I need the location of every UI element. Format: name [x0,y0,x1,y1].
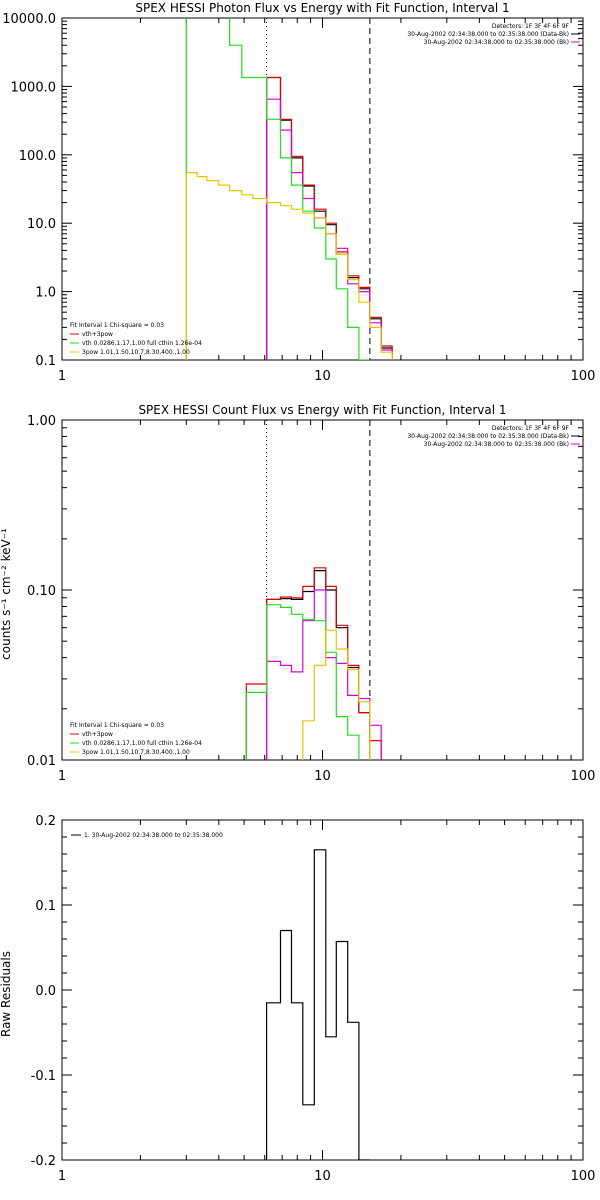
y-axis-label: counts s⁻¹ cm⁻² keV⁻¹ [0,528,13,660]
y-tick-label: 10.0 [27,217,56,232]
series-line-3 [266,589,382,760]
y-tick-label: -0.1 [31,1069,56,1084]
y-tick-label: 0.1 [35,899,56,914]
bottom-legend-text: Fit Interval 1 Chi-square = 0.03 [70,322,164,329]
bottom-legend-text: vth+3pow [82,331,113,338]
x-tick-label: 1 [58,369,66,384]
series-line-2 [266,76,393,360]
series-line-4 [185,18,370,360]
residual-legend-text: 1. 30-Aug-2002 02:34:38.000 to 02:35:38.… [84,832,223,839]
bottom-legend-text: vth 0.0286,1.17,1.00 full cthin 1.26e-04 [82,340,202,347]
x-tick-label: 10 [314,369,331,384]
x-tick-label: 10 [314,1169,331,1184]
x-tick-label: 1 [58,1169,66,1184]
x-tick-label: 100 [571,769,596,784]
series-line-3 [266,98,393,360]
y-tick-label: 1000.0 [11,80,57,95]
series-line-1 [266,76,393,360]
series-line-1 [266,849,370,1160]
y-axis-label: Raw Residuals [0,951,13,1037]
x-tick-label: 10 [314,769,331,784]
chart-panel-1: SPEX HESSI Photon Flux vs Energy with Fi… [2,1,596,384]
bottom-legend-text: vth 0.0286,1.17,1.00 full cthin 1.26e-04 [82,740,202,747]
bottom-legend-text: 3pow 1.01,1.50,10.7,8.30,400.,1.00 [82,749,190,756]
top-legend-text: 30-Aug-2002 02:34:38.000 to 02:35:38.000… [407,433,569,440]
y-tick-label: 0.10 [27,584,56,599]
axis-frame [61,819,584,1161]
bottom-legend-text: Fit Interval 1 Chi-square = 0.03 [70,722,164,729]
series-line-2 [245,567,382,760]
y-tick-label: 0.01 [27,754,56,769]
top-legend-text: 30-Aug-2002 02:34:38.000 to 02:35:38.000… [424,39,569,46]
series-line-5 [302,629,371,760]
top-legend-text: 30-Aug-2002 02:34:38.000 to 02:35:38.000… [424,441,569,448]
axis-frame [61,17,584,361]
y-tick-label: 1.00 [27,414,56,429]
y-tick-label: 0.2 [35,814,56,829]
x-tick-label: 1 [58,769,66,784]
chart-title: SPEX HESSI Photon Flux vs Energy with Fi… [135,1,509,15]
series-line-5 [185,172,393,360]
bottom-legend-text: vth+3pow [82,731,113,738]
y-tick-label: 0.0 [35,984,56,999]
y-tick-label: -0.2 [31,1154,56,1169]
top-legend-text: 30-Aug-2002 02:34:38.000 to 02:35:38.000… [407,31,569,38]
chart-panel-2: SPEX HESSI Count Flux vs Energy with Fit… [0,403,595,784]
bottom-legend-text: 3pow 1.01,1.50,10.7,8.30,400.,1.00 [82,349,190,356]
y-tick-label: 1.0 [35,286,56,301]
top-legend-text: Detectors: 1F 3F 4F 6F 9F [492,425,570,432]
chart-title: SPEX HESSI Count Flux vs Energy with Fit… [138,403,506,417]
y-tick-label: 100.0 [19,149,56,164]
x-tick-label: 100 [571,1169,596,1184]
series-line-4 [245,604,360,760]
chart-panel-3: 1 10 100 -0.2 -0.1 0.0 0.1 0.2 Raw Residuals 1. 3… [0,814,595,1184]
x-tick-label: 100 [571,369,596,384]
top-legend-text: Detectors: 1F 3F 4F 6F 9F [492,23,570,30]
y-tick-label: 10000.0 [2,12,56,27]
y-tick-label: 0.1 [35,354,56,369]
series-line-1 [266,570,371,760]
